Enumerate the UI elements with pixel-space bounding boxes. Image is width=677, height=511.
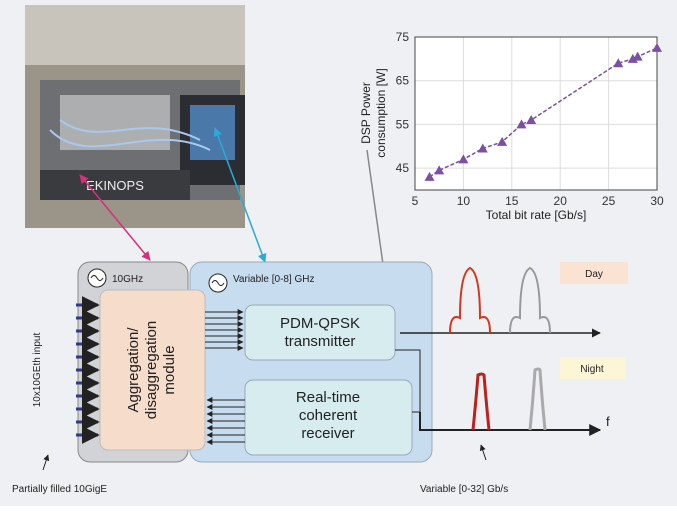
plot-frame [414,36,658,191]
marker [434,165,445,175]
line: module [161,345,178,394]
night-label: Night [580,364,604,375]
module-label: Aggregation/disaggregationmodule [125,321,178,419]
y-tick-label: 55 [396,117,410,131]
bus [205,309,602,445]
marker [652,42,662,52]
clock-icon [211,280,225,286]
pointer [479,444,487,461]
line: receiver [301,425,354,442]
x-tick-label: 5 [412,194,419,208]
rate-label: Variable [0-32] Gb/s [420,484,508,495]
line: Real-time [296,389,360,406]
y-tick-label: 75 [396,30,410,44]
marker [424,171,435,181]
line: disaggregation [143,321,160,419]
marker [516,119,527,129]
y-axis-label: DSP Powerconsumption [W] [359,68,388,157]
x-tick-label: 30 [650,194,664,208]
input-label: 10x10GEth input [32,333,43,408]
clock-icon [90,275,104,281]
x-tick-label: 15 [505,194,519,208]
marker [613,58,624,68]
day-label: Day [585,269,603,280]
brand: EKINOPS [86,178,144,193]
receiver-label: Real-time coherent receiver [296,389,360,442]
line: PDM-QPSK [280,315,360,332]
link-arrow [213,127,267,263]
partial-label: Partially filled 10GigE [12,484,107,495]
marker [497,136,508,146]
marker [632,51,643,61]
photo: EKINOPS [25,5,245,228]
clock-label: 10GHz [112,274,143,285]
y-tick-label: 45 [396,161,410,175]
x-tick-label: 20 [554,194,568,208]
freq-label: f [606,414,610,429]
module-box [99,289,206,451]
marker [458,154,469,164]
x-tick-label: 10 [457,194,471,208]
day-box [560,262,628,284]
marker [477,143,488,153]
receiver-box [244,379,413,456]
x-tick-label: 25 [602,194,616,208]
clock-label: Variable [0-8] GHz [233,274,315,285]
pointer [42,454,50,471]
night-box [560,357,625,379]
y-tick-label: 65 [396,74,410,88]
chart: Total bit rate [Gb/s] DSP Powerconsumpti… [359,30,664,222]
line: transmitter [285,333,356,350]
plot-area [415,37,657,190]
x-axis-label: Total bit rate [Gb/s] [486,208,587,222]
y-label-line: consumption [W] [374,68,388,157]
line: coherent [299,407,358,424]
spectrum [449,266,551,431]
transmitter-box [244,304,396,361]
line: Aggregation/ [125,327,142,413]
marker [526,115,537,125]
transmitter-label: PDM-QPSK transmitter [280,315,360,350]
link-arrow [79,174,151,261]
y-label-line: DSP Power [359,82,373,144]
